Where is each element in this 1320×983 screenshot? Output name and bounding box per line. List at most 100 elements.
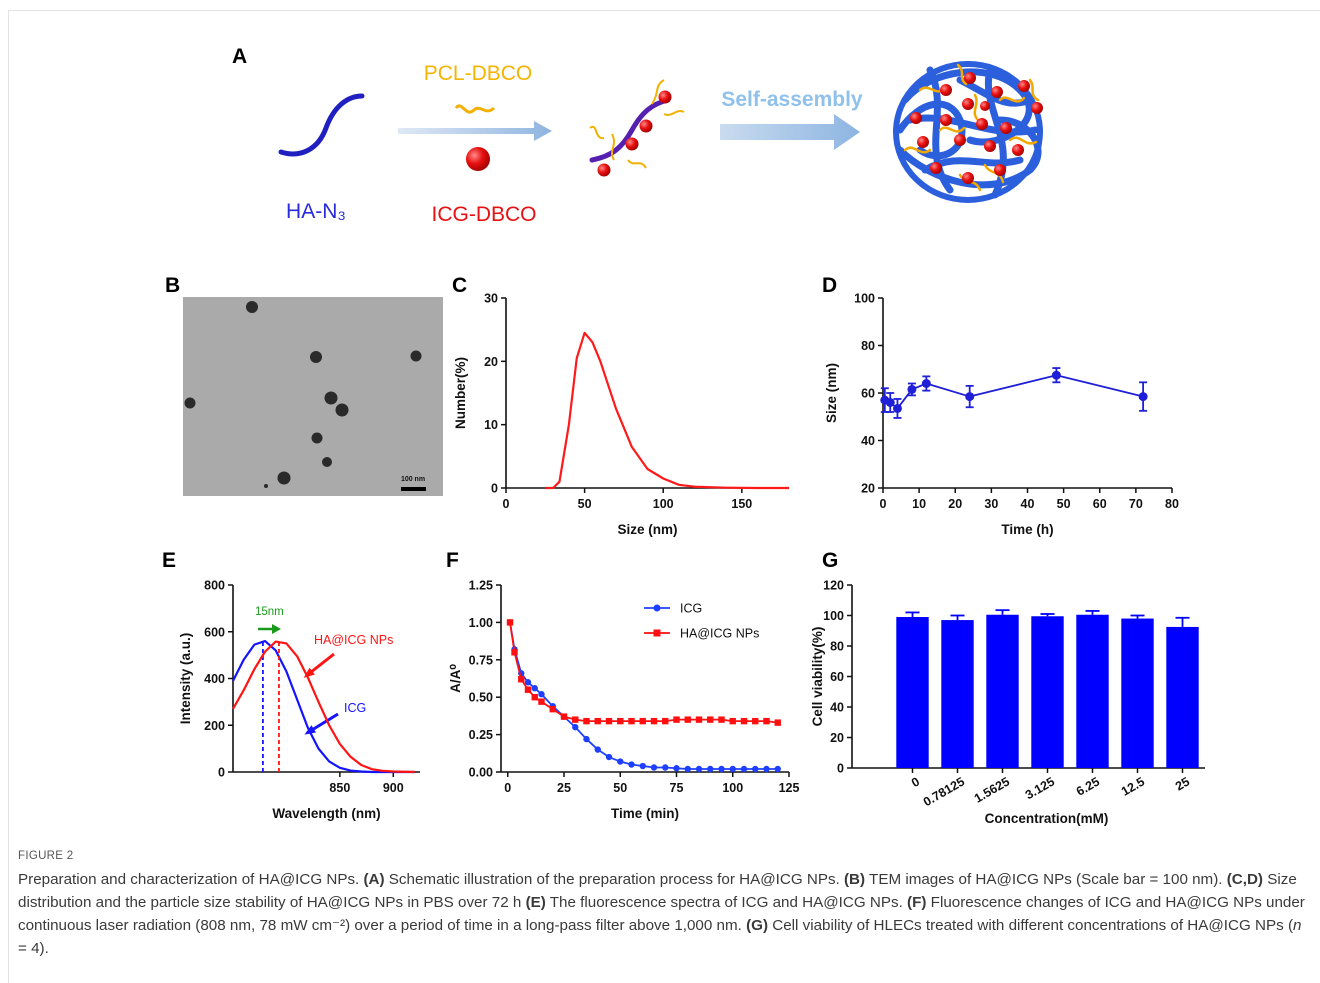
point — [892, 403, 902, 413]
point — [718, 765, 725, 773]
caption-text: (G) — [746, 917, 769, 934]
x-tick-label: 150 — [731, 497, 752, 511]
point — [740, 717, 748, 725]
y-tick-label: 120 — [823, 579, 844, 593]
point — [662, 764, 669, 771]
bar — [1121, 618, 1154, 768]
caption-text: (B) — [844, 871, 866, 888]
x-axis-label: Wavelength (nm) — [272, 806, 380, 821]
panel-label: B — [165, 274, 180, 297]
y-tick-label: 0.75 — [469, 653, 493, 667]
figure: A HA-N₃ PCL-DBCO ICG-DBCO Self-assembly — [162, 45, 1205, 826]
point — [518, 676, 525, 683]
series-label: ICG — [344, 701, 366, 715]
point — [524, 686, 532, 693]
y-tick-label: 1.25 — [469, 579, 493, 593]
panel-label: F — [446, 549, 459, 572]
x-tick-label: 6.25 — [1074, 774, 1102, 798]
point — [673, 765, 680, 772]
tem-panel: B 100 nm — [165, 274, 443, 496]
x-tick-label: 25 — [557, 781, 571, 795]
series-label-arrowhead — [304, 725, 316, 735]
legend-label: ICG — [680, 602, 702, 616]
y-axis-label: A/A⁰ — [448, 664, 463, 693]
point — [524, 679, 532, 686]
point — [907, 384, 917, 394]
series-label-arrowhead — [303, 667, 315, 678]
point — [1138, 392, 1148, 402]
y-tick-label: 100 — [854, 292, 875, 306]
series-label: HA@ICG NPs — [314, 633, 393, 647]
y-tick-label: 20 — [861, 482, 875, 496]
panel-label: C — [452, 274, 467, 297]
y-tick-label: 600 — [204, 625, 225, 639]
caption-text: (E) — [525, 894, 546, 911]
annotation-arrowhead — [272, 624, 281, 634]
point — [628, 761, 635, 768]
x-tick-label: 850 — [329, 781, 350, 795]
y-tick-label: 30 — [484, 292, 498, 306]
bar — [986, 614, 1019, 768]
x-tick-label: 40 — [1021, 497, 1035, 511]
point — [538, 691, 545, 698]
schematic: A HA-N₃ PCL-DBCO ICG-DBCO Self-assembly — [232, 45, 1043, 226]
process-label: Self-assembly — [721, 88, 863, 111]
reagent-label: PCL-DBCO — [424, 62, 533, 85]
y-axis-label: Intensity (a.u.) — [178, 633, 193, 725]
scale-bar — [401, 487, 426, 491]
y-tick-label: 100 — [823, 609, 844, 623]
y-tick-label: 0.25 — [469, 728, 493, 742]
point — [774, 765, 781, 773]
annotation: 15nm — [255, 606, 284, 618]
point — [763, 765, 770, 773]
point — [594, 717, 601, 725]
x-tick-label: 50 — [1057, 497, 1071, 511]
y-axis-label: Cell viability(%) — [810, 627, 825, 727]
x-tick-label: 25 — [1173, 774, 1192, 793]
panel-label: A — [232, 45, 247, 68]
x-tick-label: 10 — [912, 497, 926, 511]
point — [511, 649, 518, 656]
point — [583, 735, 590, 743]
point — [1051, 370, 1061, 380]
y-tick-label: 0.50 — [469, 691, 493, 705]
point — [549, 705, 556, 713]
x-tick-label: 0 — [503, 497, 510, 511]
caption-text: Preparation and characterization of HA@I… — [18, 871, 364, 888]
bar — [1076, 614, 1109, 768]
legend-marker — [653, 629, 661, 637]
caption-text: The fluorescence spectra of ICG and HA@I… — [545, 894, 908, 911]
point — [774, 719, 781, 726]
x-tick-label: 0 — [880, 497, 887, 511]
caption-text: (A) — [363, 871, 385, 888]
caption-text: (C,D) — [1226, 871, 1263, 888]
panel-label: E — [162, 549, 176, 572]
point — [650, 764, 658, 771]
caption-text: (F) — [907, 894, 927, 911]
caption-text: Schematic illustration of the preparatio… — [384, 871, 844, 888]
point — [921, 379, 931, 388]
bar — [1166, 626, 1199, 768]
series-line — [545, 331, 789, 490]
point — [695, 716, 703, 723]
y-axis-label: Size (nm) — [824, 363, 839, 423]
y-axis-label: Number(%) — [453, 357, 468, 429]
nanoparticle-icon — [893, 61, 1043, 203]
x-tick-label: 60 — [1093, 497, 1107, 511]
point — [572, 723, 579, 731]
x-tick-label: 100 — [722, 781, 743, 795]
arrow — [720, 114, 860, 150]
series-line — [509, 622, 778, 770]
particles — [184, 301, 422, 488]
conjugate-icon — [589, 79, 685, 177]
dye-icon — [466, 147, 490, 171]
point — [752, 765, 759, 773]
point — [707, 765, 714, 773]
bar — [1031, 616, 1064, 768]
frame — [8, 10, 9, 983]
y-tick-label: 10 — [484, 418, 498, 432]
point — [729, 765, 736, 773]
point — [572, 716, 579, 723]
x-tick-label: 0 — [909, 774, 922, 790]
